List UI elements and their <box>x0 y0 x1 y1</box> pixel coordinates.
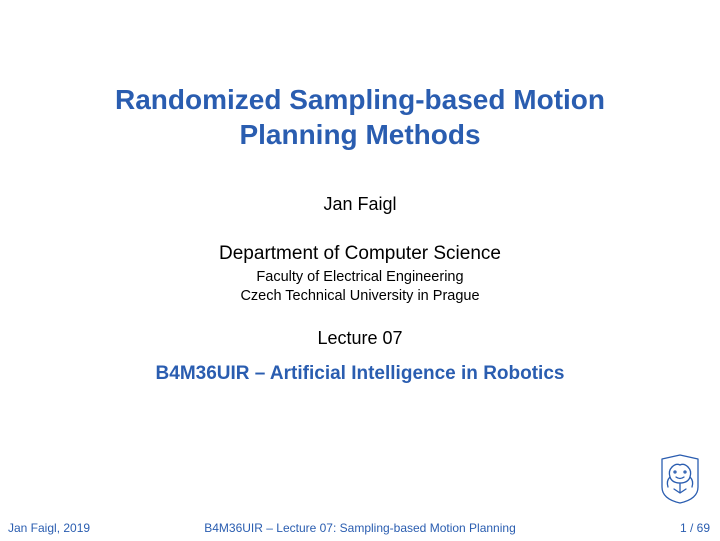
slide-title: Randomized Sampling-based Motion Plannin… <box>0 0 720 152</box>
author-name: Jan Faigl <box>0 194 720 215</box>
department-line: Department of Computer Science <box>0 243 720 265</box>
ctu-lion-logo-icon <box>658 453 702 505</box>
faculty-line: Faculty of Electrical Engineering <box>0 269 720 285</box>
course-line: B4M36UIR – Artificial Intelligence in Ro… <box>0 363 720 385</box>
slide-footer: Jan Faigl, 2019 B4M36UIR – Lecture 07: S… <box>0 517 720 535</box>
lecture-number: Lecture 07 <box>0 328 720 349</box>
title-line-2: Planning Methods <box>239 119 480 150</box>
footer-center: B4M36UIR – Lecture 07: Sampling-based Mo… <box>0 521 720 535</box>
slide: Randomized Sampling-based Motion Plannin… <box>0 0 720 541</box>
title-line-1: Randomized Sampling-based Motion <box>115 84 605 115</box>
footer-right: 1 / 69 <box>680 521 710 535</box>
university-line: Czech Technical University in Prague <box>0 288 720 304</box>
